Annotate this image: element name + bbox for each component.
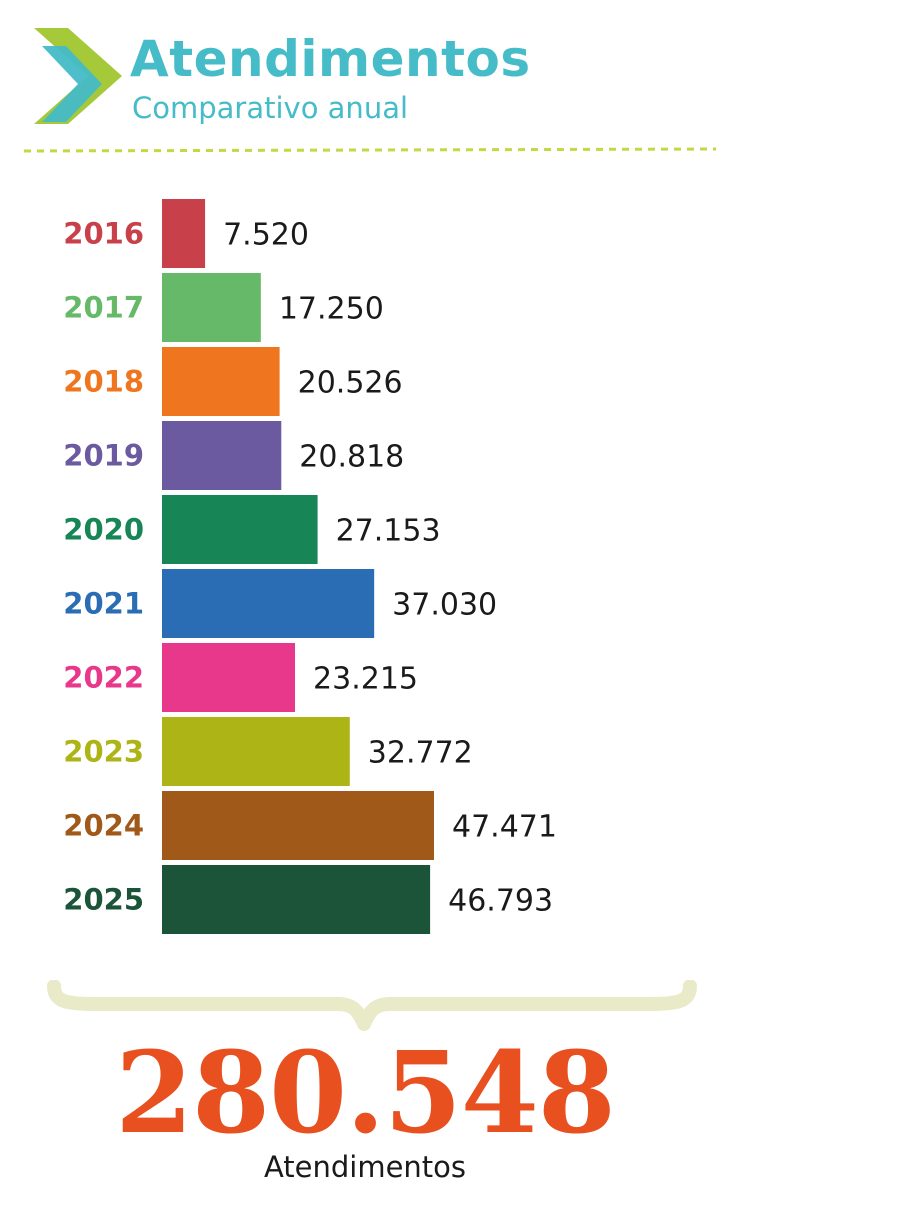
value-label-2019: 20.818: [299, 440, 404, 475]
dotted-divider: [23, 147, 717, 153]
year-label-2022: 2022: [63, 661, 144, 695]
page-subtitle: Comparativo anual: [132, 91, 409, 125]
value-label-2016: 7.520: [223, 218, 309, 253]
bar-2018: [162, 347, 280, 416]
value-label-2022: 23.215: [313, 662, 418, 697]
bar-2021: [162, 569, 375, 638]
value-label-2025: 46.793: [448, 884, 553, 919]
year-label-2024: 2024: [63, 809, 144, 843]
year-label-2023: 2023: [63, 735, 144, 769]
chevron-arrow-logo-icon: [34, 28, 122, 124]
bar-2019: [162, 421, 282, 490]
year-label-2019: 2019: [63, 439, 144, 473]
year-label-2021: 2021: [63, 587, 144, 621]
year-label-2020: 2020: [63, 513, 144, 547]
bar-2024: [162, 791, 434, 860]
year-label-2017: 2017: [63, 291, 144, 325]
value-label-2020: 27.153: [336, 514, 441, 549]
year-label-2016: 2016: [63, 217, 144, 251]
bar-2017: [162, 273, 261, 342]
bar-2025: [162, 865, 431, 934]
bar-2023: [162, 717, 350, 786]
bar-chart: 2016 7.520 2017 17.250 2018 20.526 2019 20.818 2…: [63, 199, 557, 934]
total-label: Atendimentos: [263, 1150, 467, 1184]
bar-2020: [162, 495, 318, 564]
value-label-2024: 47.471: [452, 810, 557, 845]
value-label-2023: 32.772: [368, 736, 473, 771]
bar-2022: [162, 643, 296, 712]
value-label-2021: 37.030: [392, 588, 497, 623]
page-title: Atendimentos: [130, 30, 531, 88]
total-value: 280.548: [115, 1028, 616, 1159]
bar-2016: [162, 199, 206, 268]
value-label-2017: 17.250: [279, 292, 384, 327]
value-label-2018: 20.526: [298, 366, 403, 401]
year-label-2025: 2025: [63, 883, 144, 917]
curly-brace: [47, 980, 697, 1031]
year-label-2018: 2018: [63, 365, 144, 399]
